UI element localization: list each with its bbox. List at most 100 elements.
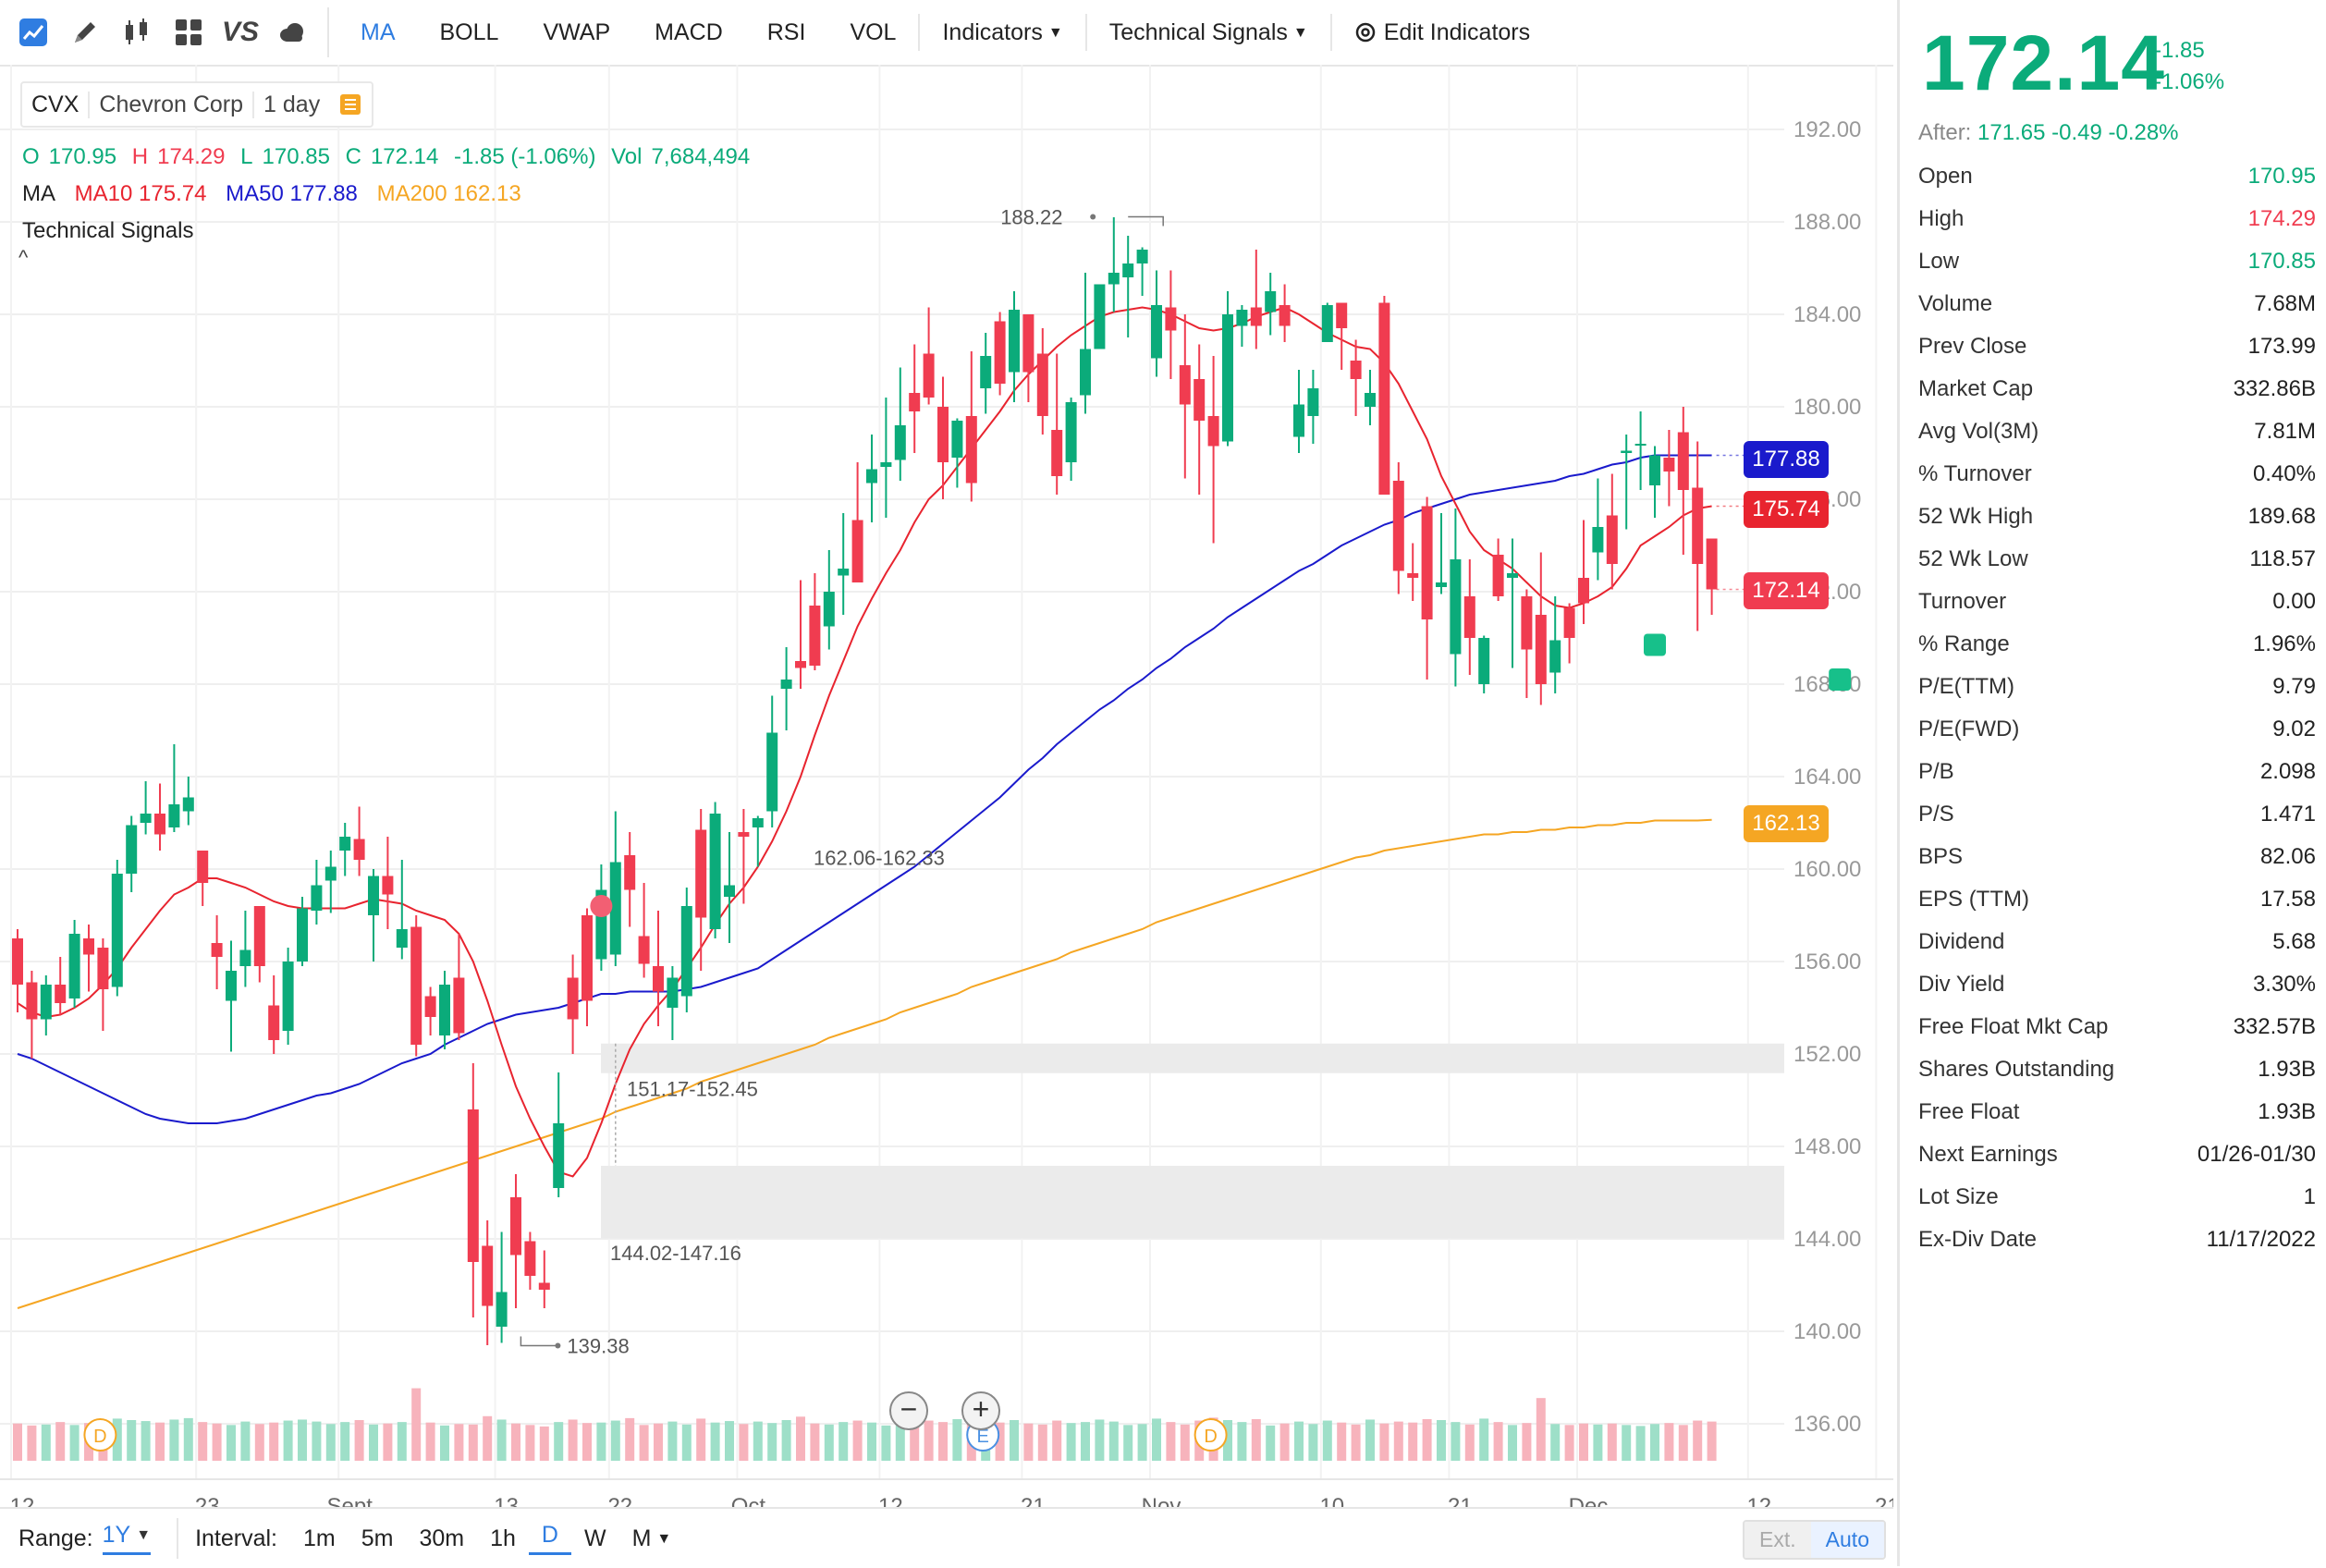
candle-body[interactable] [1649, 455, 1660, 486]
candle-body[interactable] [553, 1123, 565, 1188]
candle-body[interactable] [12, 938, 23, 985]
candle-body[interactable] [838, 569, 850, 576]
candles-icon[interactable] [118, 14, 155, 51]
candle-body[interactable] [994, 321, 1006, 385]
candle-body[interactable] [1463, 596, 1475, 638]
candle-body[interactable] [1136, 250, 1148, 263]
candle-body[interactable] [1222, 314, 1233, 442]
candle-body[interactable] [567, 977, 579, 1020]
candle-body[interactable] [496, 1292, 508, 1328]
candle-body[interactable] [40, 985, 52, 1020]
candle-body[interactable] [937, 407, 949, 462]
candle-body[interactable] [83, 938, 94, 955]
candle-body[interactable] [282, 962, 294, 1031]
candle-body[interactable] [923, 353, 935, 398]
candle-body[interactable] [866, 469, 877, 484]
buy-signal-square[interactable] [1644, 633, 1666, 656]
candle-body[interactable] [1677, 432, 1689, 491]
tab-vol[interactable]: VOL [850, 19, 897, 45]
candle-body[interactable] [1378, 302, 1390, 496]
candle-body[interactable] [239, 949, 251, 967]
candle-body[interactable] [880, 462, 892, 467]
candle-body[interactable] [368, 876, 379, 916]
interval-30m[interactable]: 30m [419, 1525, 465, 1551]
candle-body[interactable] [1279, 305, 1291, 326]
candle-body[interactable] [1407, 573, 1419, 578]
event-marker[interactable] [1194, 1418, 1228, 1452]
candle-body[interactable] [1535, 615, 1547, 684]
tab-vwap[interactable]: VWAP [543, 19, 611, 45]
candle-body[interactable] [709, 814, 721, 929]
candle-body[interactable] [823, 592, 835, 627]
tab-boll[interactable]: BOLL [439, 19, 499, 45]
candle-body[interactable] [382, 876, 394, 895]
candle-body[interactable] [268, 1005, 280, 1041]
candle-body[interactable] [1421, 506, 1433, 620]
candle-body[interactable] [780, 680, 792, 689]
candle-body[interactable] [1578, 578, 1589, 604]
candle-body[interactable] [909, 393, 921, 411]
candle-body[interactable] [1036, 353, 1048, 417]
candle-body[interactable] [1009, 310, 1020, 373]
candle-body[interactable] [766, 732, 778, 812]
ext-button[interactable]: Ext. [1744, 1522, 1811, 1558]
grid-icon[interactable] [170, 14, 207, 51]
interval-5m[interactable]: 5m [361, 1525, 394, 1551]
chart-icon[interactable] [15, 14, 52, 51]
candle-body[interactable] [253, 906, 265, 966]
candle-body[interactable] [1365, 393, 1376, 407]
candle-body[interactable] [140, 814, 152, 823]
candle-body[interactable] [1321, 305, 1333, 342]
candle-body[interactable] [324, 866, 337, 881]
candle-body[interactable] [1621, 450, 1633, 454]
buy-signal-square[interactable] [1829, 668, 1852, 691]
candle-body[interactable] [582, 915, 593, 1001]
candle-body[interactable] [97, 948, 109, 989]
cloud-icon[interactable] [274, 14, 311, 51]
candle-body[interactable] [752, 818, 764, 827]
candle-body[interactable] [1521, 596, 1533, 650]
range-dropdown[interactable]: 1Y ▼ [102, 1522, 152, 1555]
candle-body[interactable] [26, 982, 38, 1020]
candle-body[interactable] [1236, 310, 1248, 326]
interval-1m[interactable]: 1m [303, 1525, 336, 1551]
candle-body[interactable] [1549, 640, 1561, 673]
candle-body[interactable] [68, 934, 80, 998]
auto-button[interactable]: Auto [1810, 1522, 1884, 1558]
technical-signals-dropdown[interactable]: Technical Signals ▼ [1087, 0, 1330, 65]
candle-body[interactable] [482, 1245, 494, 1306]
candle-body[interactable] [467, 1109, 479, 1262]
candle-body[interactable] [1207, 416, 1219, 447]
candle-body[interactable] [1194, 379, 1206, 421]
interval-m-dropdown[interactable]: M ▼ [619, 1525, 685, 1552]
indicators-dropdown[interactable]: Indicators ▼ [920, 0, 1084, 65]
candle-body[interactable] [609, 862, 621, 955]
zoom-in-button[interactable]: + [961, 1391, 1000, 1430]
vs-icon[interactable]: VS [222, 14, 259, 51]
candle-body[interactable] [311, 885, 323, 912]
candle-body[interactable] [1478, 638, 1490, 684]
candle-body[interactable] [226, 971, 237, 1001]
candle-body[interactable] [211, 943, 223, 957]
candle-body[interactable] [1080, 349, 1091, 396]
interval-1h[interactable]: 1h [490, 1525, 516, 1551]
price-chart[interactable]: 192.00188.00184.00180.00176.00172.00168.… [0, 65, 1893, 1507]
candle-body[interactable] [55, 985, 67, 1003]
candle-body[interactable] [1122, 263, 1134, 277]
candle-body[interactable] [738, 832, 750, 837]
candle-body[interactable] [1507, 573, 1518, 578]
candle-body[interactable] [1265, 291, 1277, 312]
candle-body[interactable] [1022, 314, 1034, 373]
candle-body[interactable] [126, 825, 138, 875]
interval-w[interactable]: W [583, 1525, 606, 1551]
candle-body[interactable] [1094, 284, 1106, 349]
candle-body[interactable] [1336, 302, 1348, 329]
candle-body[interactable] [1450, 559, 1462, 655]
candle-body[interactable] [1179, 365, 1191, 405]
tab-rsi[interactable]: RSI [766, 19, 806, 45]
candle-body[interactable] [965, 416, 977, 484]
candle-body[interactable] [695, 829, 707, 918]
candle-body[interactable] [1165, 307, 1177, 331]
candle-body[interactable] [339, 837, 351, 851]
candle-body[interactable] [1051, 430, 1063, 476]
